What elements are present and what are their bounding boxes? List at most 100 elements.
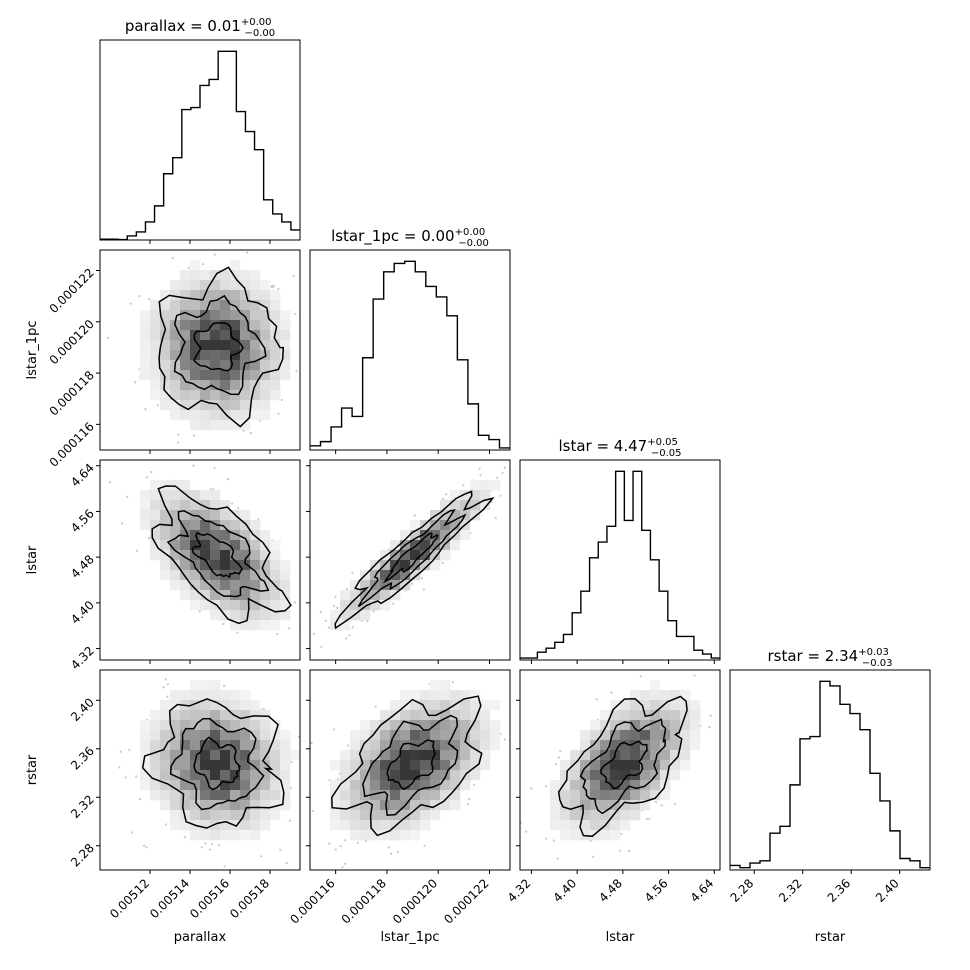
- density-cell: [410, 530, 421, 541]
- density-cell: [370, 800, 381, 811]
- density-cell: [220, 320, 231, 331]
- density-cell: [480, 500, 491, 511]
- density-cell: [440, 750, 451, 761]
- density-cell: [420, 710, 431, 721]
- density-cell: [410, 560, 421, 571]
- density-cell: [680, 760, 691, 771]
- density-cell: [160, 510, 171, 521]
- density-cell: [160, 370, 171, 381]
- density-cell: [420, 790, 431, 801]
- density-cell: [200, 510, 211, 521]
- density-cell: [610, 830, 621, 841]
- density-cell: [180, 490, 191, 501]
- density-cell: [170, 490, 181, 501]
- sample-point: [148, 298, 151, 301]
- density-cell: [410, 700, 421, 711]
- density-cell: [390, 750, 401, 761]
- sample-point: [673, 802, 677, 806]
- density-cell: [280, 350, 291, 361]
- sample-point: [108, 481, 112, 484]
- density-cell: [670, 710, 681, 721]
- density-cell: [180, 790, 191, 801]
- density-cell: [230, 760, 241, 771]
- sample-point: [171, 257, 174, 260]
- density-cell: [200, 780, 211, 791]
- y-axis-label-lstar: lstar: [25, 545, 40, 574]
- density-cell: [640, 790, 651, 801]
- density-cell: [470, 720, 481, 731]
- sample-point: [119, 750, 122, 753]
- density-cell: [660, 690, 671, 701]
- density-cell: [180, 540, 191, 551]
- density-cell: [190, 300, 201, 311]
- density-cell: [390, 540, 401, 551]
- sample-point: [144, 408, 147, 411]
- density-cell: [280, 800, 291, 811]
- density-cell: [150, 350, 161, 361]
- density-cell: [210, 310, 221, 321]
- density-cell: [400, 830, 411, 841]
- density-cell: [370, 590, 381, 601]
- x-axis-label-parallax: parallax: [174, 930, 227, 945]
- density-cell: [570, 770, 581, 781]
- density-cell: [260, 340, 271, 351]
- density-cell: [200, 810, 211, 821]
- density-cell: [150, 550, 161, 561]
- density-cell: [160, 290, 171, 301]
- density-cell: [590, 830, 601, 841]
- density-cell: [140, 330, 151, 341]
- density-cell: [580, 740, 591, 751]
- density-cell: [590, 780, 601, 791]
- sample-point: [166, 683, 169, 686]
- sample-point: [698, 627, 700, 629]
- density-cell: [610, 720, 621, 731]
- density-cell: [370, 730, 381, 741]
- sample-point: [496, 476, 499, 480]
- sample-point: [304, 619, 306, 621]
- density-cell: [650, 700, 661, 711]
- density-cell: [550, 810, 561, 821]
- density-cell: [160, 790, 171, 801]
- density-cell: [440, 780, 451, 791]
- density-cell: [230, 580, 241, 591]
- sample-point: [222, 622, 225, 626]
- density-cell: [470, 690, 481, 701]
- density-cell: [270, 760, 281, 771]
- density-cell: [230, 520, 241, 531]
- density-cell: [420, 560, 431, 571]
- density-cell: [160, 550, 171, 561]
- density-cell: [430, 790, 441, 801]
- density-cell: [400, 760, 411, 771]
- density-cell: [430, 700, 441, 711]
- density-cell: [190, 260, 201, 271]
- density-cell: [220, 580, 231, 591]
- density-cell: [210, 680, 221, 691]
- density-cell: [280, 770, 291, 781]
- density-cell: [660, 750, 671, 761]
- density-cell: [580, 820, 591, 831]
- density-cell: [330, 810, 341, 821]
- density-cell: [240, 820, 251, 831]
- density-cell: [200, 800, 211, 811]
- density-cell: [560, 770, 571, 781]
- sample-point: [157, 404, 160, 407]
- density-cell: [350, 740, 361, 751]
- density-cell: [190, 810, 201, 821]
- density-cell: [160, 560, 171, 571]
- density-cell: [380, 780, 391, 791]
- density-cell: [250, 750, 261, 761]
- density-cell: [430, 530, 441, 541]
- sample-point: [118, 766, 121, 769]
- density-cell: [400, 550, 411, 561]
- density-cell: [190, 390, 201, 401]
- density-cell: [150, 770, 161, 781]
- density-cell: [190, 720, 201, 731]
- hist-panel-lstar: lstar = 4.47+0.05 −0.05: [519, 437, 721, 661]
- density-cell: [570, 790, 581, 801]
- density-cell: [170, 340, 181, 351]
- density-cell: [360, 730, 371, 741]
- density-cell: [170, 820, 181, 831]
- sample-point: [478, 467, 481, 470]
- density-cell: [250, 290, 261, 301]
- density-cell: [350, 730, 361, 741]
